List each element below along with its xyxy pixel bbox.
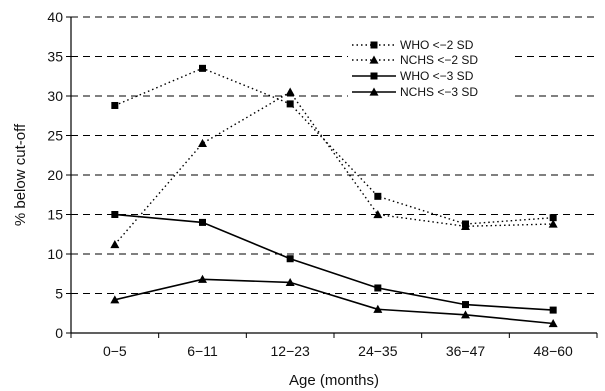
x-tick-label: 6−11: [187, 343, 218, 359]
y-tick-label: 25: [47, 128, 63, 144]
series-line: [114, 278, 554, 325]
data-point: [548, 219, 558, 228]
legend-marker: [370, 72, 378, 80]
data-point: [286, 255, 294, 263]
data-point: [198, 138, 207, 147]
y-tick-label: 30: [47, 88, 63, 104]
x-ticks: 0−5 6−11 12−23 24−35 36−47 48−60: [70, 333, 598, 359]
data-point: [199, 64, 206, 72]
series-line: [114, 213, 554, 311]
y-tick-label: 15: [47, 207, 63, 223]
legend-marker: [369, 87, 379, 96]
legend-marker: [369, 55, 379, 64]
legend-label: NCHS <−3 SD: [400, 85, 478, 99]
legend-label: WHO <−3 SD: [400, 69, 474, 83]
series-line: [114, 91, 554, 245]
y-ticks: 0 5 10 15 20 25 30 35 40: [47, 9, 71, 341]
data-point: [549, 306, 557, 314]
data-point: [374, 284, 382, 292]
x-tick-label: 24−35: [358, 343, 398, 359]
y-tick-label: 35: [47, 49, 63, 65]
data-point: [374, 192, 382, 200]
x-tick-label: 48−60: [534, 343, 574, 359]
data-point: [285, 87, 295, 96]
data-point: [548, 319, 558, 328]
y-axis-title: % below cut-off: [12, 123, 29, 226]
x-tick-label: 12−23: [271, 343, 311, 359]
y-tick-label: 10: [47, 246, 63, 262]
data-point: [461, 310, 470, 319]
y-tick-label: 40: [47, 9, 63, 25]
y-tick-label: 0: [55, 325, 63, 341]
series-markers: [110, 64, 558, 328]
data-point: [549, 214, 557, 222]
data-point: [373, 210, 383, 219]
y-tick-label: 5: [55, 286, 63, 302]
data-point: [462, 301, 469, 309]
legend-label: WHO <−2 SD: [400, 38, 474, 52]
gridlines: [71, 16, 597, 294]
data-point: [199, 218, 206, 226]
data-point: [111, 211, 119, 218]
y-tick-label: 20: [47, 167, 63, 183]
data-point: [111, 101, 119, 109]
data-point: [198, 274, 207, 283]
data-point: [110, 295, 120, 304]
legend-label: NCHS <−2 SD: [400, 53, 478, 67]
data-point: [373, 304, 383, 313]
series-line: [114, 67, 554, 225]
data-point: [110, 240, 120, 249]
x-tick-label: 0−5: [103, 343, 127, 359]
x-axis-title: Age (months): [289, 372, 379, 389]
data-point: [286, 100, 294, 108]
data-point: [285, 277, 295, 287]
series-lines: [114, 67, 554, 325]
legend-marker: [370, 41, 378, 49]
x-tick-label: 36−47: [446, 343, 486, 359]
data-point: [461, 221, 470, 230]
